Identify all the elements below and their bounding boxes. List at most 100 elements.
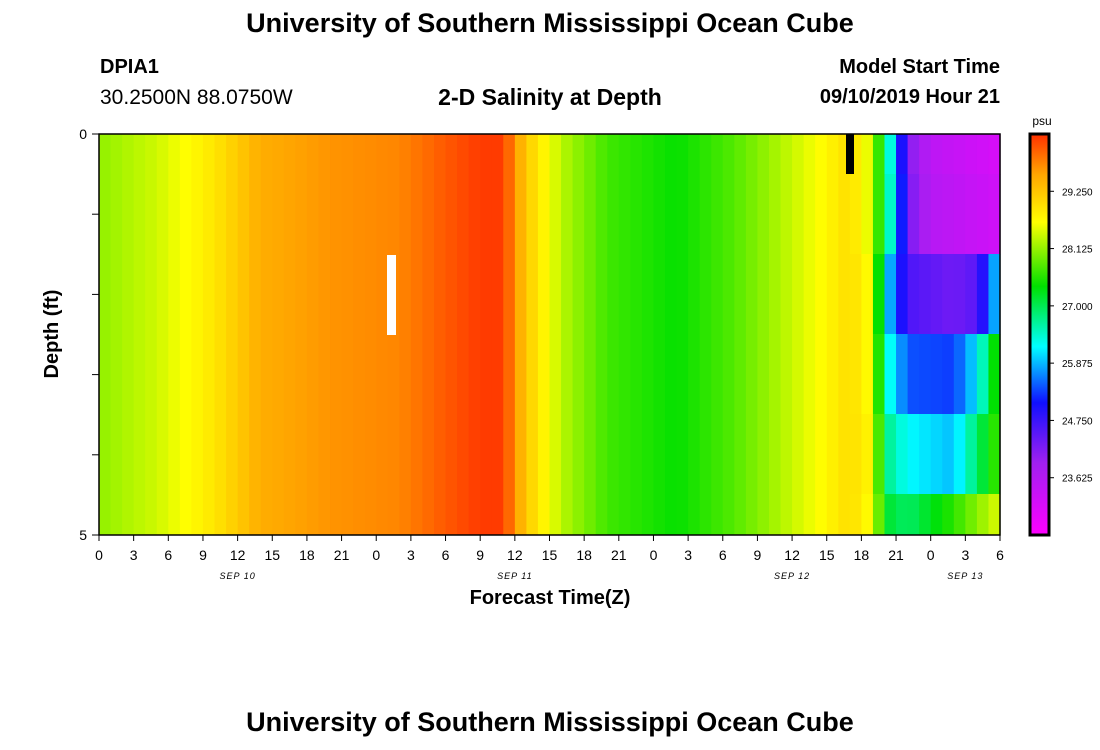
heatmap-cell — [618, 134, 631, 175]
heatmap-cell — [630, 414, 643, 495]
heatmap-cell — [283, 174, 296, 255]
heatmap-cell — [803, 134, 816, 175]
heatmap-cell — [734, 494, 747, 536]
heatmap-cell — [491, 414, 504, 495]
x-tick-label: 21 — [334, 547, 350, 563]
heatmap-cell — [168, 494, 181, 536]
heatmap-cell — [503, 494, 516, 536]
heatmap-cell — [364, 254, 377, 335]
heatmap-cell — [584, 414, 597, 495]
heatmap-cell — [503, 254, 516, 335]
heatmap-cell — [688, 414, 701, 495]
heatmap-cell — [272, 414, 285, 495]
heatmap-cell — [468, 174, 481, 255]
heatmap-cell — [306, 334, 320, 415]
heatmap-cell — [641, 414, 655, 495]
missing-data-marker — [846, 134, 854, 174]
heatmap-cell — [815, 174, 828, 255]
heatmap-cell — [884, 334, 897, 415]
heatmap-cell — [768, 254, 782, 335]
heatmap-cell — [318, 254, 331, 335]
heatmap-cell — [156, 414, 169, 495]
heatmap-cell — [780, 254, 793, 335]
heatmap-cell — [410, 174, 424, 255]
colorbar-tick-label: 27.000 — [1062, 302, 1093, 313]
heatmap-cell — [988, 494, 1001, 536]
heatmap-cell — [826, 494, 839, 536]
heatmap-cell — [861, 334, 874, 415]
heatmap-cell — [341, 254, 354, 335]
heatmap-cell — [283, 334, 296, 415]
heatmap-cell — [283, 494, 296, 536]
heatmap-cell — [745, 414, 759, 495]
heatmap-cell — [318, 494, 331, 536]
heatmap-cell — [468, 134, 481, 175]
heatmap-cell — [526, 414, 539, 495]
heatmap-cell — [930, 414, 943, 495]
x-tick-label: 9 — [476, 547, 484, 563]
heatmap-cell — [919, 494, 932, 536]
heatmap-cell — [376, 494, 389, 536]
heatmap-cell — [318, 414, 331, 495]
heatmap-cell — [734, 334, 747, 415]
heatmap-cell — [584, 174, 597, 255]
heatmap-cell — [237, 174, 250, 255]
heatmap-cell — [722, 334, 735, 415]
heatmap-cell — [688, 254, 701, 335]
heatmap-cell — [792, 414, 805, 495]
heatmap-cell — [99, 414, 112, 495]
heatmap-cell — [792, 134, 805, 175]
heatmap-cell — [641, 494, 655, 536]
heatmap-cell — [826, 414, 839, 495]
heatmap-cell — [665, 494, 678, 536]
heatmap-cell — [953, 254, 966, 335]
heatmap-cell — [133, 174, 146, 255]
heatmap-cell — [226, 134, 239, 175]
heatmap-cell — [965, 174, 978, 255]
heatmap-cell — [757, 334, 770, 415]
heatmap-cell — [503, 134, 516, 175]
heatmap-cell — [688, 494, 701, 536]
heatmap-cell — [849, 414, 862, 495]
y-axis: 05 — [79, 126, 99, 543]
heatmap-cell — [699, 174, 712, 255]
heatmap-cell — [676, 494, 689, 536]
heatmap-cell — [306, 254, 320, 335]
heatmap-cell — [422, 494, 435, 536]
heatmap-cell — [306, 494, 320, 536]
heatmap-cell — [584, 134, 597, 175]
heatmap-cell — [942, 414, 955, 495]
heatmap-cell — [526, 174, 539, 255]
heatmap-cell — [226, 414, 239, 495]
colorbar-legend: psu 29.250 28.125 27.000 25.875 24.750 23.625 — [1028, 114, 1093, 537]
heatmap-cell — [318, 134, 331, 175]
x-tick-label: 6 — [442, 547, 450, 563]
heatmap-cell — [722, 134, 735, 175]
colorbar-unit: psu — [1032, 114, 1051, 128]
heatmap-cell — [526, 334, 539, 415]
heatmap-cell — [976, 334, 990, 415]
heatmap-cell — [399, 334, 412, 415]
heatmap-cell — [353, 174, 366, 255]
heatmap-cell — [734, 134, 747, 175]
heatmap-cell — [179, 414, 193, 495]
heatmap-cell — [618, 494, 631, 536]
station-id: DPIA1 — [100, 56, 159, 78]
heatmap-cell — [630, 494, 643, 536]
heatmap-cell — [145, 254, 158, 335]
heatmap-cell — [537, 414, 551, 495]
x-tick-label: 9 — [754, 547, 762, 563]
x-axis-label: Forecast Time(Z) — [470, 587, 631, 609]
heatmap-cell — [110, 254, 123, 335]
heatmap-cell — [884, 414, 897, 495]
heatmap-cell — [110, 174, 123, 255]
heatmap-cell — [480, 174, 493, 255]
heatmap-cell — [399, 134, 412, 175]
heatmap-cell — [364, 134, 377, 175]
heatmap-cell — [122, 174, 135, 255]
heatmap-cell — [283, 134, 296, 175]
heatmap-cell — [399, 174, 412, 255]
heatmap-cell — [826, 134, 839, 175]
heatmap-cell — [433, 334, 447, 415]
colorbar-tick-label: 23.625 — [1062, 474, 1093, 485]
